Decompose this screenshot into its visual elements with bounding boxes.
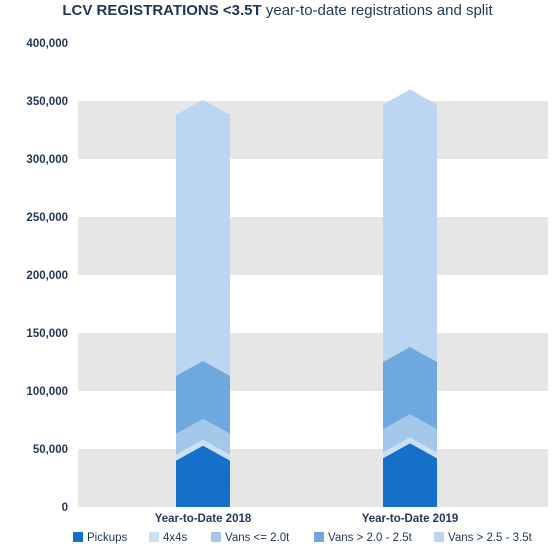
x-category-label: Year-to-Date 2018 <box>155 513 252 525</box>
legend-swatch <box>149 532 159 542</box>
bar-segment <box>176 360 230 434</box>
bar-segment <box>176 99 230 376</box>
bar-segment <box>176 439 230 461</box>
legend-label: 4x4s <box>163 532 188 544</box>
grid-band <box>78 101 548 159</box>
bar-segment <box>383 437 437 459</box>
bar-segment <box>383 443 437 507</box>
legend-swatch <box>314 532 324 542</box>
y-tick-label: 400,000 <box>26 38 68 50</box>
legend-label: Vans <= 2.0t <box>225 532 290 544</box>
bar-segment <box>176 418 230 455</box>
x-category-label: Year-to-Date 2019 <box>362 513 459 525</box>
chart-title: LCV REGISTRATIONS <3.5T year-to-date reg… <box>0 2 555 19</box>
y-tick-label: 250,000 <box>26 212 68 224</box>
legend-label: Pickups <box>87 532 128 544</box>
legend-label: Vans > 2.0 - 2.5t <box>328 532 413 544</box>
legend-label: Vans > 2.5 - 3.5t <box>448 532 533 544</box>
chart-title-bold: LCV REGISTRATIONS <3.5T <box>62 2 262 19</box>
y-tick-label: 200,000 <box>26 270 68 282</box>
y-tick-label: 350,000 <box>26 96 68 108</box>
y-tick-label: 50,000 <box>33 444 68 456</box>
legend-swatch <box>73 532 83 542</box>
grid-band <box>78 333 548 391</box>
grid-band <box>78 449 548 507</box>
bar-segment <box>383 347 437 430</box>
bar-segment <box>383 89 437 362</box>
bar-segment <box>176 445 230 507</box>
y-tick-label: 300,000 <box>26 154 68 166</box>
y-tick-label: 100,000 <box>26 386 68 398</box>
chart-title-rest: year-to-date registrations and split <box>265 2 493 19</box>
legend-swatch <box>211 532 221 542</box>
grid-band <box>78 217 548 275</box>
y-tick-label: 150,000 <box>26 328 68 340</box>
y-tick-label: 0 <box>62 502 68 514</box>
legend-swatch <box>434 532 444 542</box>
bar-segment <box>383 414 437 453</box>
